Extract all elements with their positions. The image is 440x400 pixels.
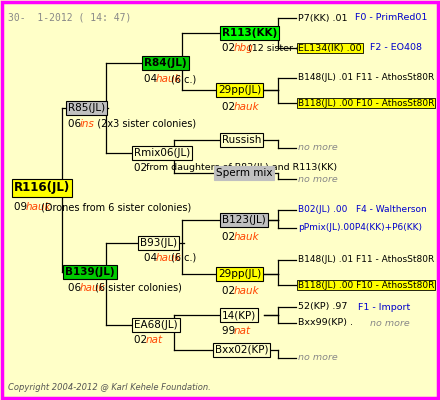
Text: 02: 02 (134, 163, 150, 173)
Text: no more: no more (298, 144, 338, 152)
Text: P7(KK) .01: P7(KK) .01 (298, 14, 348, 22)
Text: hauk: hauk (234, 102, 259, 112)
Text: hauk: hauk (234, 286, 259, 296)
Text: pPmix(JL).00P4(KK)+P6(KK): pPmix(JL).00P4(KK)+P6(KK) (298, 224, 422, 232)
Text: 02: 02 (134, 335, 150, 345)
Text: B93(JL): B93(JL) (140, 238, 177, 248)
Text: EL134(IK) .00: EL134(IK) .00 (298, 44, 362, 52)
Text: hauk: hauk (156, 74, 181, 84)
Text: no more: no more (298, 174, 338, 184)
Text: 29pp(JL): 29pp(JL) (218, 269, 261, 279)
Text: 02: 02 (222, 232, 238, 242)
Text: B123(JL): B123(JL) (222, 215, 266, 225)
Text: 02: 02 (222, 43, 238, 53)
Text: R116(JL): R116(JL) (14, 182, 70, 194)
Text: hauk: hauk (234, 232, 259, 242)
Text: 02: 02 (222, 286, 238, 296)
Text: Sperm mix: Sperm mix (216, 168, 272, 178)
Text: 29pp(JL): 29pp(JL) (218, 85, 261, 95)
Text: hbg: hbg (234, 43, 253, 53)
Text: B148(JL) .01 F11 - AthosSt80R: B148(JL) .01 F11 - AthosSt80R (298, 256, 434, 264)
Text: no more: no more (370, 318, 410, 328)
Text: EA68(JL): EA68(JL) (134, 320, 178, 330)
Text: Rmix06(JL): Rmix06(JL) (134, 148, 190, 158)
Text: 02: 02 (222, 102, 238, 112)
Text: hauk: hauk (80, 283, 105, 293)
Text: R85(JL): R85(JL) (68, 103, 105, 113)
Text: 99: 99 (222, 326, 238, 336)
Text: R113(KK): R113(KK) (222, 28, 277, 38)
Text: B148(JL) .01 F11 - AthosSt80R: B148(JL) .01 F11 - AthosSt80R (298, 74, 434, 82)
Text: 14(KP): 14(KP) (222, 310, 256, 320)
Text: Copyright 2004-2012 @ Karl Kehele Foundation.: Copyright 2004-2012 @ Karl Kehele Founda… (8, 383, 211, 392)
Text: 06: 06 (68, 119, 84, 129)
Text: Russish: Russish (222, 135, 261, 145)
Text: 09: 09 (14, 202, 30, 212)
Text: R84(JL): R84(JL) (144, 58, 187, 68)
Text: (6 c.): (6 c.) (171, 253, 197, 263)
Text: B118(JL) .00 F10 - AthosSt80R: B118(JL) .00 F10 - AthosSt80R (298, 98, 434, 108)
Text: F1 - Import: F1 - Import (358, 302, 410, 312)
Text: 52(KP) .97: 52(KP) .97 (298, 302, 347, 312)
Text: nat: nat (234, 326, 251, 336)
Text: 04: 04 (144, 74, 160, 84)
Text: Bxx99(KP) .: Bxx99(KP) . (298, 318, 353, 328)
Text: B118(JL) .00 F10 - AthosSt80R: B118(JL) .00 F10 - AthosSt80R (298, 280, 434, 290)
Text: no more: no more (298, 354, 338, 362)
Text: hauk: hauk (26, 202, 51, 212)
Text: from daughters of B83(JL) and R113(KK): from daughters of B83(JL) and R113(KK) (146, 164, 337, 172)
Text: (6 c.): (6 c.) (171, 74, 197, 84)
Text: B02(JL) .00   F4 - Waltherson: B02(JL) .00 F4 - Waltherson (298, 206, 427, 214)
Text: F2 - EO408: F2 - EO408 (370, 44, 422, 52)
Text: 06: 06 (68, 283, 84, 293)
Text: Bxx02(KP): Bxx02(KP) (215, 345, 268, 355)
Text: F0 - PrimRed01: F0 - PrimRed01 (355, 14, 427, 22)
Text: (6 sister colonies): (6 sister colonies) (95, 283, 182, 293)
Text: B139(JL): B139(JL) (65, 267, 115, 277)
Text: (Drones from 6 sister colonies): (Drones from 6 sister colonies) (41, 202, 191, 212)
Text: (12 sister colonies): (12 sister colonies) (246, 44, 339, 52)
Text: 30-  1-2012 ( 14: 47): 30- 1-2012 ( 14: 47) (8, 12, 132, 22)
Text: ins: ins (80, 119, 95, 129)
Text: (2x3 sister colonies): (2x3 sister colonies) (92, 119, 197, 129)
Text: nat: nat (146, 335, 163, 345)
Text: 04: 04 (144, 253, 160, 263)
Text: hauk: hauk (156, 253, 181, 263)
